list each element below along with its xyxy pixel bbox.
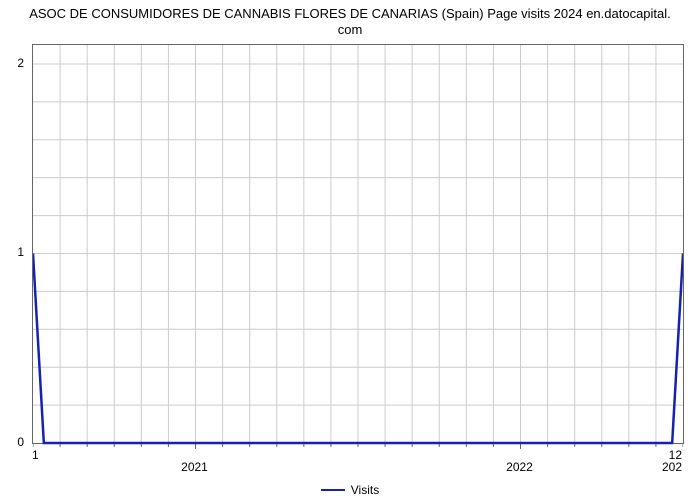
x-tick-label: 1 [32, 448, 39, 462]
chart-title-line2: com [338, 22, 363, 37]
chart-title: ASOC DE CONSUMIDORES DE CANNABIS FLORES … [0, 6, 700, 38]
legend: Visits [0, 482, 700, 497]
chart-container: ASOC DE CONSUMIDORES DE CANNABIS FLORES … [0, 0, 700, 500]
x-tick-label: 202 [662, 460, 682, 474]
chart-title-line1: ASOC DE CONSUMIDORES DE CANNABIS FLORES … [29, 6, 671, 21]
plot-svg [33, 45, 683, 451]
plot-area [32, 44, 684, 444]
y-tick-label: 1 [4, 245, 24, 259]
y-tick-label: 0 [4, 435, 24, 449]
x-major-label: 2022 [506, 460, 533, 474]
legend-label: Visits [351, 483, 379, 497]
x-major-label: 2021 [181, 460, 208, 474]
legend-swatch [321, 489, 345, 491]
y-tick-label: 2 [4, 56, 24, 70]
